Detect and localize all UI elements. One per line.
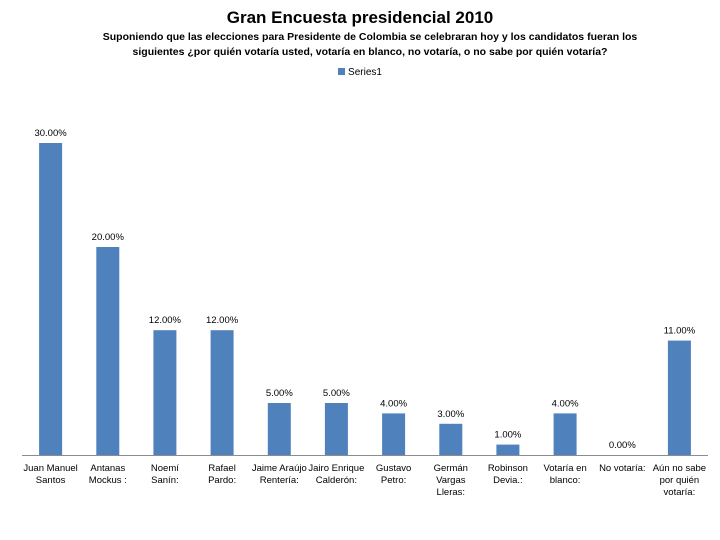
legend-swatch: [338, 68, 346, 75]
bar: [39, 143, 63, 455]
data-label: 3.00%: [437, 409, 464, 420]
category-label: Jaime Araújo Rentería:: [251, 463, 307, 486]
bar: [667, 340, 691, 455]
bar: [153, 330, 177, 455]
bar: [210, 330, 234, 455]
chart-title: Gran Encuesta presidencial 2010: [226, 8, 494, 27]
category-label: No votaría:: [599, 463, 646, 474]
category-label: Aún no sabe por quién votaría:: [652, 463, 707, 498]
bar: [96, 247, 120, 455]
data-label: 1.00%: [494, 430, 521, 441]
chart-subtitle: Suponiendo que las elecciones para Presi…: [102, 31, 638, 58]
data-label: 4.00%: [552, 398, 579, 409]
data-label: 0.00%: [609, 440, 636, 451]
data-label: 5.00%: [323, 388, 350, 399]
data-label: 5.00%: [266, 388, 293, 399]
bar: [496, 444, 520, 455]
category-label: Votaría en blanco:: [543, 463, 587, 486]
bar: [324, 403, 348, 455]
category-label: Noemí Sanín:: [150, 463, 179, 486]
data-label: 4.00%: [380, 398, 407, 409]
bar: [382, 413, 406, 455]
category-label: Rafael Pardo:: [208, 463, 237, 486]
data-label: 20.00%: [92, 232, 125, 243]
category-label: Robinson Devia.:: [487, 463, 528, 486]
category-label: Germán Vargas Lleras:: [433, 463, 468, 498]
bar: [267, 403, 291, 455]
bar: [439, 423, 463, 455]
bar: [553, 413, 577, 455]
category-label: Gustavo Petro:: [375, 463, 412, 486]
legend: Series1: [0, 67, 720, 78]
legend-label: Series1: [348, 67, 382, 78]
data-label: 11.00%: [664, 326, 696, 337]
category-label: Antanas Mockus :: [88, 463, 127, 486]
data-label: 12.00%: [206, 315, 239, 326]
data-label: 30.00%: [34, 128, 67, 139]
data-label: 12.00%: [149, 315, 182, 326]
category-label: Jairo Enrique Calderón:: [308, 463, 365, 486]
category-label: Juan Manuel Santos: [23, 463, 78, 486]
